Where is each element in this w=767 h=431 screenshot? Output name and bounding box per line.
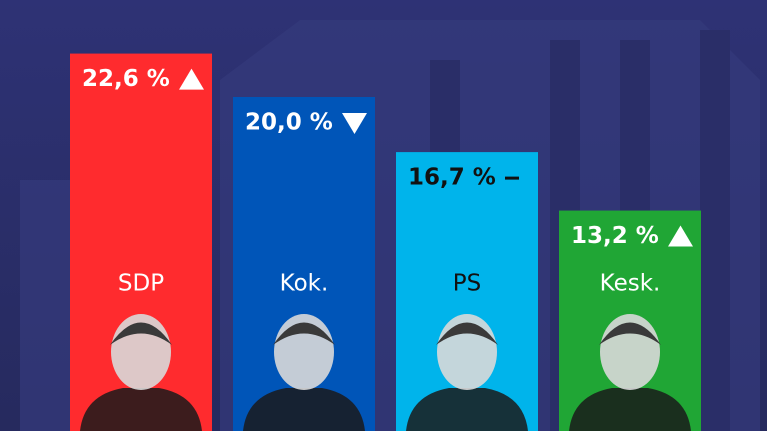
value-label: 13,2 % (571, 223, 659, 249)
trend-flat-icon (505, 176, 519, 180)
trend-up-icon (179, 68, 204, 90)
portrait-shoulders (80, 388, 202, 431)
category-label: Kok. (280, 271, 329, 297)
value-label: 16,7 % (408, 165, 496, 191)
portrait-hair (599, 322, 661, 345)
category-label: SDP (118, 271, 164, 297)
portrait-shoulders (569, 388, 691, 431)
trend-up-icon (668, 225, 693, 247)
portrait-hair (436, 322, 498, 345)
portrait-shoulders (406, 388, 528, 431)
portrait-hair (110, 322, 172, 345)
portrait-hair (273, 322, 335, 345)
portrait-shoulders (243, 388, 365, 431)
trend-down-icon (342, 113, 367, 134)
value-label: 20,0 % (245, 110, 333, 136)
value-label: 22,6 % (82, 66, 170, 92)
category-label: Kesk. (600, 271, 661, 297)
category-label: PS (453, 271, 481, 297)
